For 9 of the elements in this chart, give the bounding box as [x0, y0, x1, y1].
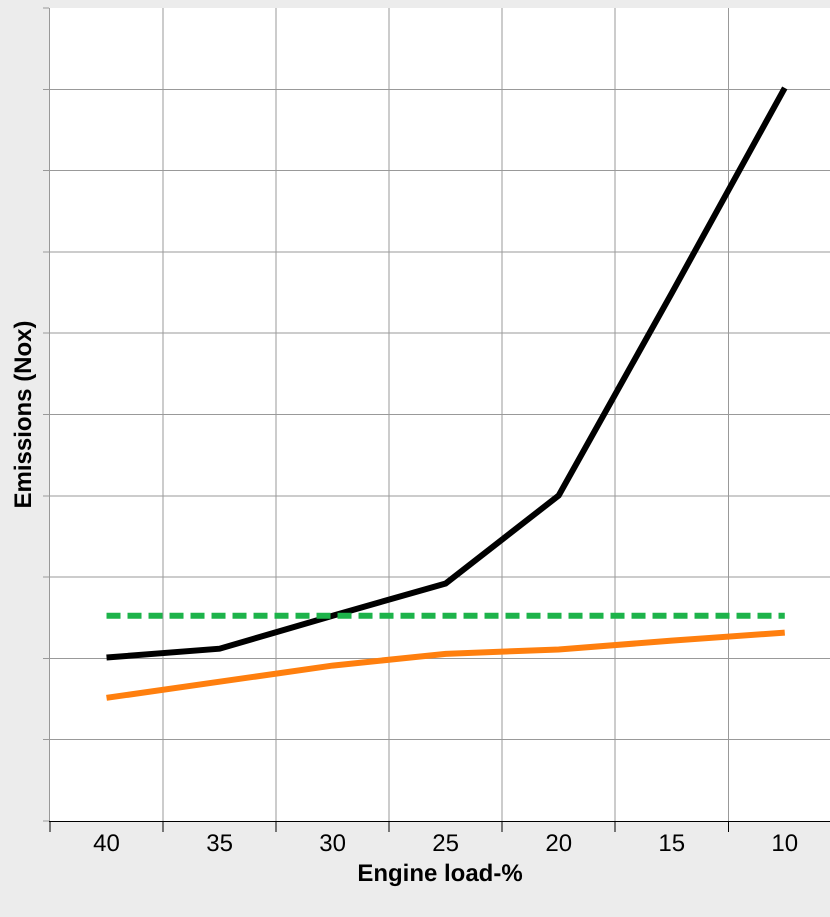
- x-tick-label: 30: [319, 830, 346, 857]
- x-tick-label: 20: [545, 830, 572, 857]
- x-tick-label: 25: [432, 830, 459, 857]
- x-tick-label: 35: [206, 830, 233, 857]
- x-tick-label: 40: [93, 830, 120, 857]
- y-axis-title: Emissions (Nox): [10, 320, 38, 509]
- x-axis-title: Engine load-%: [357, 860, 523, 888]
- x-tick-label: 15: [658, 830, 686, 857]
- x-tick-label: 10: [771, 830, 798, 857]
